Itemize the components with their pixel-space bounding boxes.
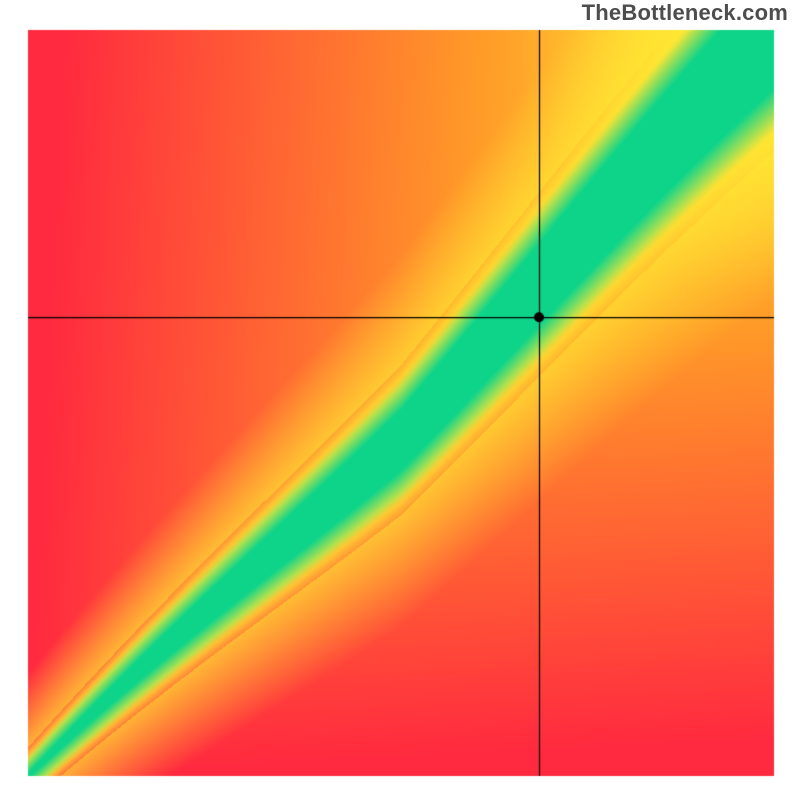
attribution-label: TheBottleneck.com	[582, 0, 788, 26]
chart-container: TheBottleneck.com	[0, 0, 800, 800]
bottleneck-heatmap-canvas	[0, 0, 800, 800]
